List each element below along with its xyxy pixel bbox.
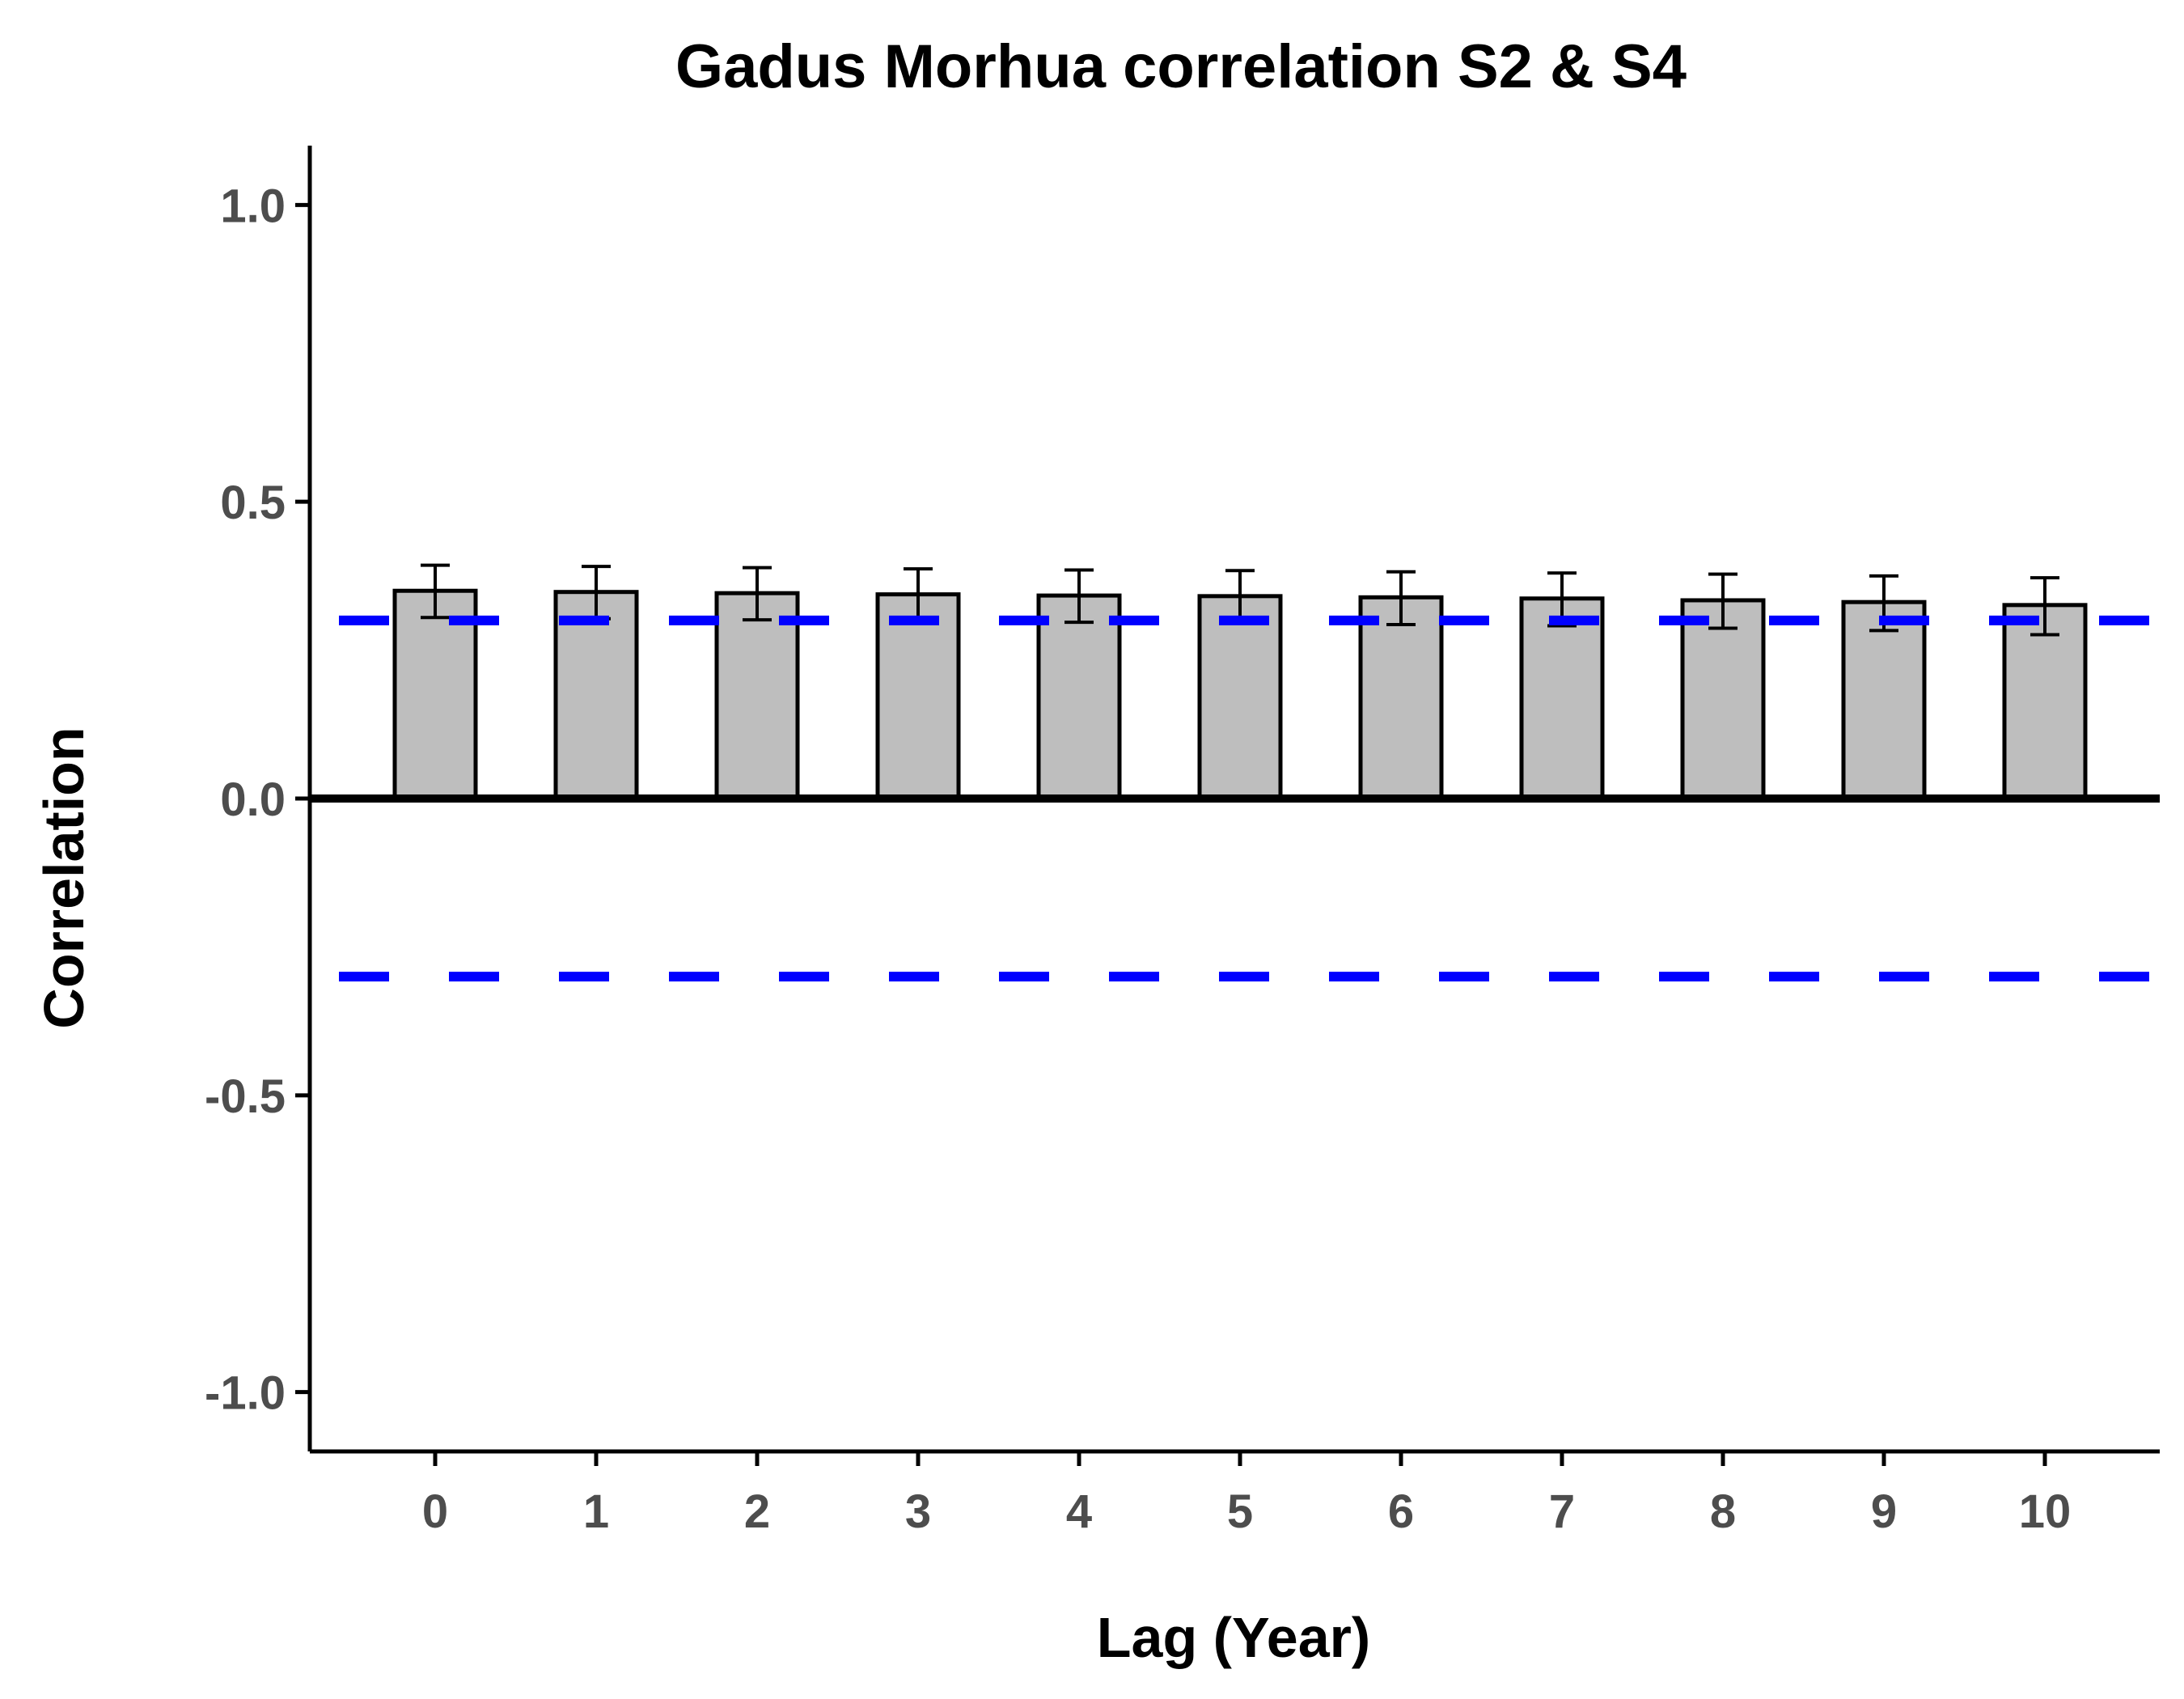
x-tick-label: 6: [1388, 1485, 1414, 1538]
x-tick-label: 1: [583, 1485, 609, 1538]
y-tick-label: 0.5: [220, 477, 286, 529]
bar-lag-3: [875, 592, 961, 801]
x-tick-label: 4: [1066, 1485, 1092, 1538]
x-tick-label: 10: [2019, 1485, 2072, 1538]
x-tick-label: 2: [744, 1485, 770, 1538]
chart-title: Gadus Morhua correlation S2 & S4: [675, 32, 1687, 101]
bar-lag-7: [1519, 596, 1605, 801]
x-axis-title: Lag (Year): [1097, 1606, 1370, 1669]
bar-lag-4: [1036, 593, 1122, 801]
x-tick-label: 3: [905, 1485, 931, 1538]
y-axis-title: Correlation: [32, 727, 95, 1028]
plot-area: -1.0 -0.5 0.0 0.5 1.0 0 1 2 3 4 5 6 7 8 9 10: [205, 146, 2160, 1538]
bar-lag-6: [1358, 595, 1444, 801]
error-bar-lag-2: [743, 566, 772, 622]
bar-lag-5: [1197, 594, 1283, 801]
bar-lag-0: [392, 588, 478, 801]
y-tick-label: -1.0: [205, 1367, 286, 1420]
x-tick-label: 5: [1227, 1485, 1253, 1538]
bar-lag-8: [1680, 598, 1766, 801]
y-tick-label: 0.0: [220, 773, 286, 826]
x-tick-label: 0: [422, 1485, 448, 1538]
error-bar-lag-6: [1386, 570, 1416, 627]
error-bar-lag-8: [1708, 572, 1737, 630]
y-tick-label: 1.0: [220, 180, 286, 232]
error-bar-lag-4: [1064, 568, 1094, 625]
error-bar-lag-10: [2030, 576, 2059, 637]
x-tick-label: 7: [1549, 1485, 1575, 1538]
x-tick-label: 9: [1871, 1485, 1897, 1538]
error-bar-lag-0: [421, 563, 450, 620]
x-tick-label: 8: [1710, 1485, 1736, 1538]
y-tick-label: -0.5: [205, 1070, 286, 1123]
bar-lag-10: [2002, 603, 2088, 801]
